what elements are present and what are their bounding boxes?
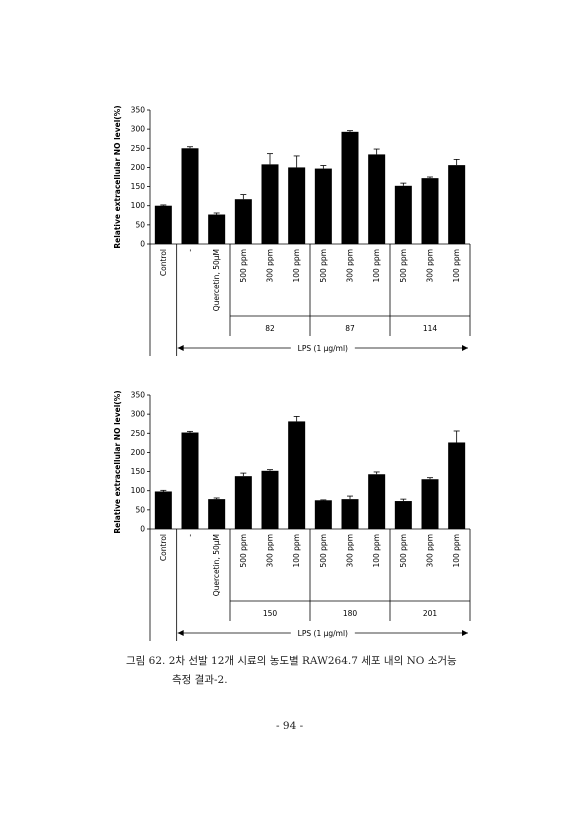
y-tick-label: 200 [131, 448, 146, 457]
y-tick-label: 100 [131, 486, 146, 495]
x-tick-label: 100 ppm [372, 534, 381, 568]
x-tick-label: 100 ppm [292, 534, 301, 568]
x-tick-label: 100 ppm [452, 249, 461, 283]
y-axis-label: Relative extracellular NO level(%) [113, 105, 122, 248]
x-tick-label: 100 ppm [372, 249, 381, 283]
bar [288, 167, 306, 244]
y-tick-label: 0 [140, 525, 145, 534]
x-tick-label: 500 ppm [319, 534, 328, 568]
bar [314, 168, 332, 244]
treatment-label: LPS (1 μg/ml) [298, 629, 348, 638]
bar [448, 442, 466, 529]
bar [368, 154, 386, 244]
bar [261, 470, 279, 529]
bar [341, 131, 359, 244]
group-label: 180 [343, 609, 358, 618]
arrow-label-bg [290, 342, 355, 354]
x-tick-label: 100 ppm [452, 534, 461, 568]
x-tick-label: Quercetin, 50μM [212, 534, 221, 596]
bar [208, 499, 226, 529]
x-tick-label: 300 ppm [266, 249, 275, 283]
bar [368, 474, 386, 529]
x-tick-label: 500 ppm [319, 249, 328, 283]
bar [181, 148, 199, 244]
y-tick-label: 350 [131, 391, 146, 400]
y-tick-label: 200 [131, 163, 146, 172]
x-tick-label: 300 ppm [346, 249, 355, 283]
y-tick-label: 100 [131, 201, 146, 210]
bar [421, 479, 439, 529]
bar [288, 421, 306, 529]
arrow-label-bg [290, 627, 355, 639]
y-axis-label: Relative extracellular NO level(%) [113, 390, 122, 533]
bar [154, 491, 172, 529]
x-tick-label: Quercetin, 50μM [212, 249, 221, 311]
x-tick-label: - [186, 249, 195, 252]
bar [154, 205, 172, 244]
group-label: 201 [423, 609, 438, 618]
group-label: 87 [345, 324, 355, 333]
bar [181, 432, 199, 529]
bar [341, 499, 359, 529]
caption: 측정 결과-2. [172, 674, 228, 686]
x-tick-label: 300 ppm [346, 534, 355, 568]
bar [394, 185, 412, 244]
x-tick-label: 500 ppm [399, 249, 408, 283]
bar [421, 178, 439, 244]
y-tick-label: 250 [131, 429, 146, 438]
bar [448, 165, 466, 244]
treatment-label: LPS (1 μg/ml) [298, 344, 348, 353]
y-tick-label: 0 [140, 240, 145, 249]
x-tick-label: 300 ppm [266, 534, 275, 568]
group-label: 150 [263, 609, 278, 618]
y-tick-label: 300 [131, 410, 146, 419]
group-label: 114 [423, 324, 438, 333]
x-tick-label: - [186, 534, 195, 537]
bar [314, 500, 332, 529]
x-tick-label: 500 ppm [399, 534, 408, 568]
y-tick-label: 150 [131, 182, 146, 191]
x-tick-label: 100 ppm [292, 249, 301, 283]
y-tick-label: 350 [131, 106, 146, 115]
bar [234, 199, 252, 244]
bar [394, 501, 412, 529]
x-tick-label: 300 ppm [426, 249, 435, 283]
bar [261, 164, 279, 244]
x-tick-label: 500 ppm [239, 534, 248, 568]
y-tick-label: 250 [131, 144, 146, 153]
x-tick-label: Control [159, 249, 168, 276]
y-tick-label: 300 [131, 125, 146, 134]
caption: 그림 62. 2차 선발 12개 시료의 농도별 RAW264.7 세포 내의 … [126, 655, 457, 667]
x-tick-label: 500 ppm [239, 249, 248, 283]
group-label: 82 [265, 324, 275, 333]
y-tick-label: 50 [135, 220, 145, 229]
bar [234, 476, 252, 529]
page-number: - 94 - [276, 720, 304, 732]
x-tick-label: Control [159, 534, 168, 561]
y-tick-label: 150 [131, 467, 146, 476]
bar [208, 214, 226, 244]
y-tick-label: 50 [135, 505, 145, 514]
x-tick-label: 300 ppm [426, 534, 435, 568]
